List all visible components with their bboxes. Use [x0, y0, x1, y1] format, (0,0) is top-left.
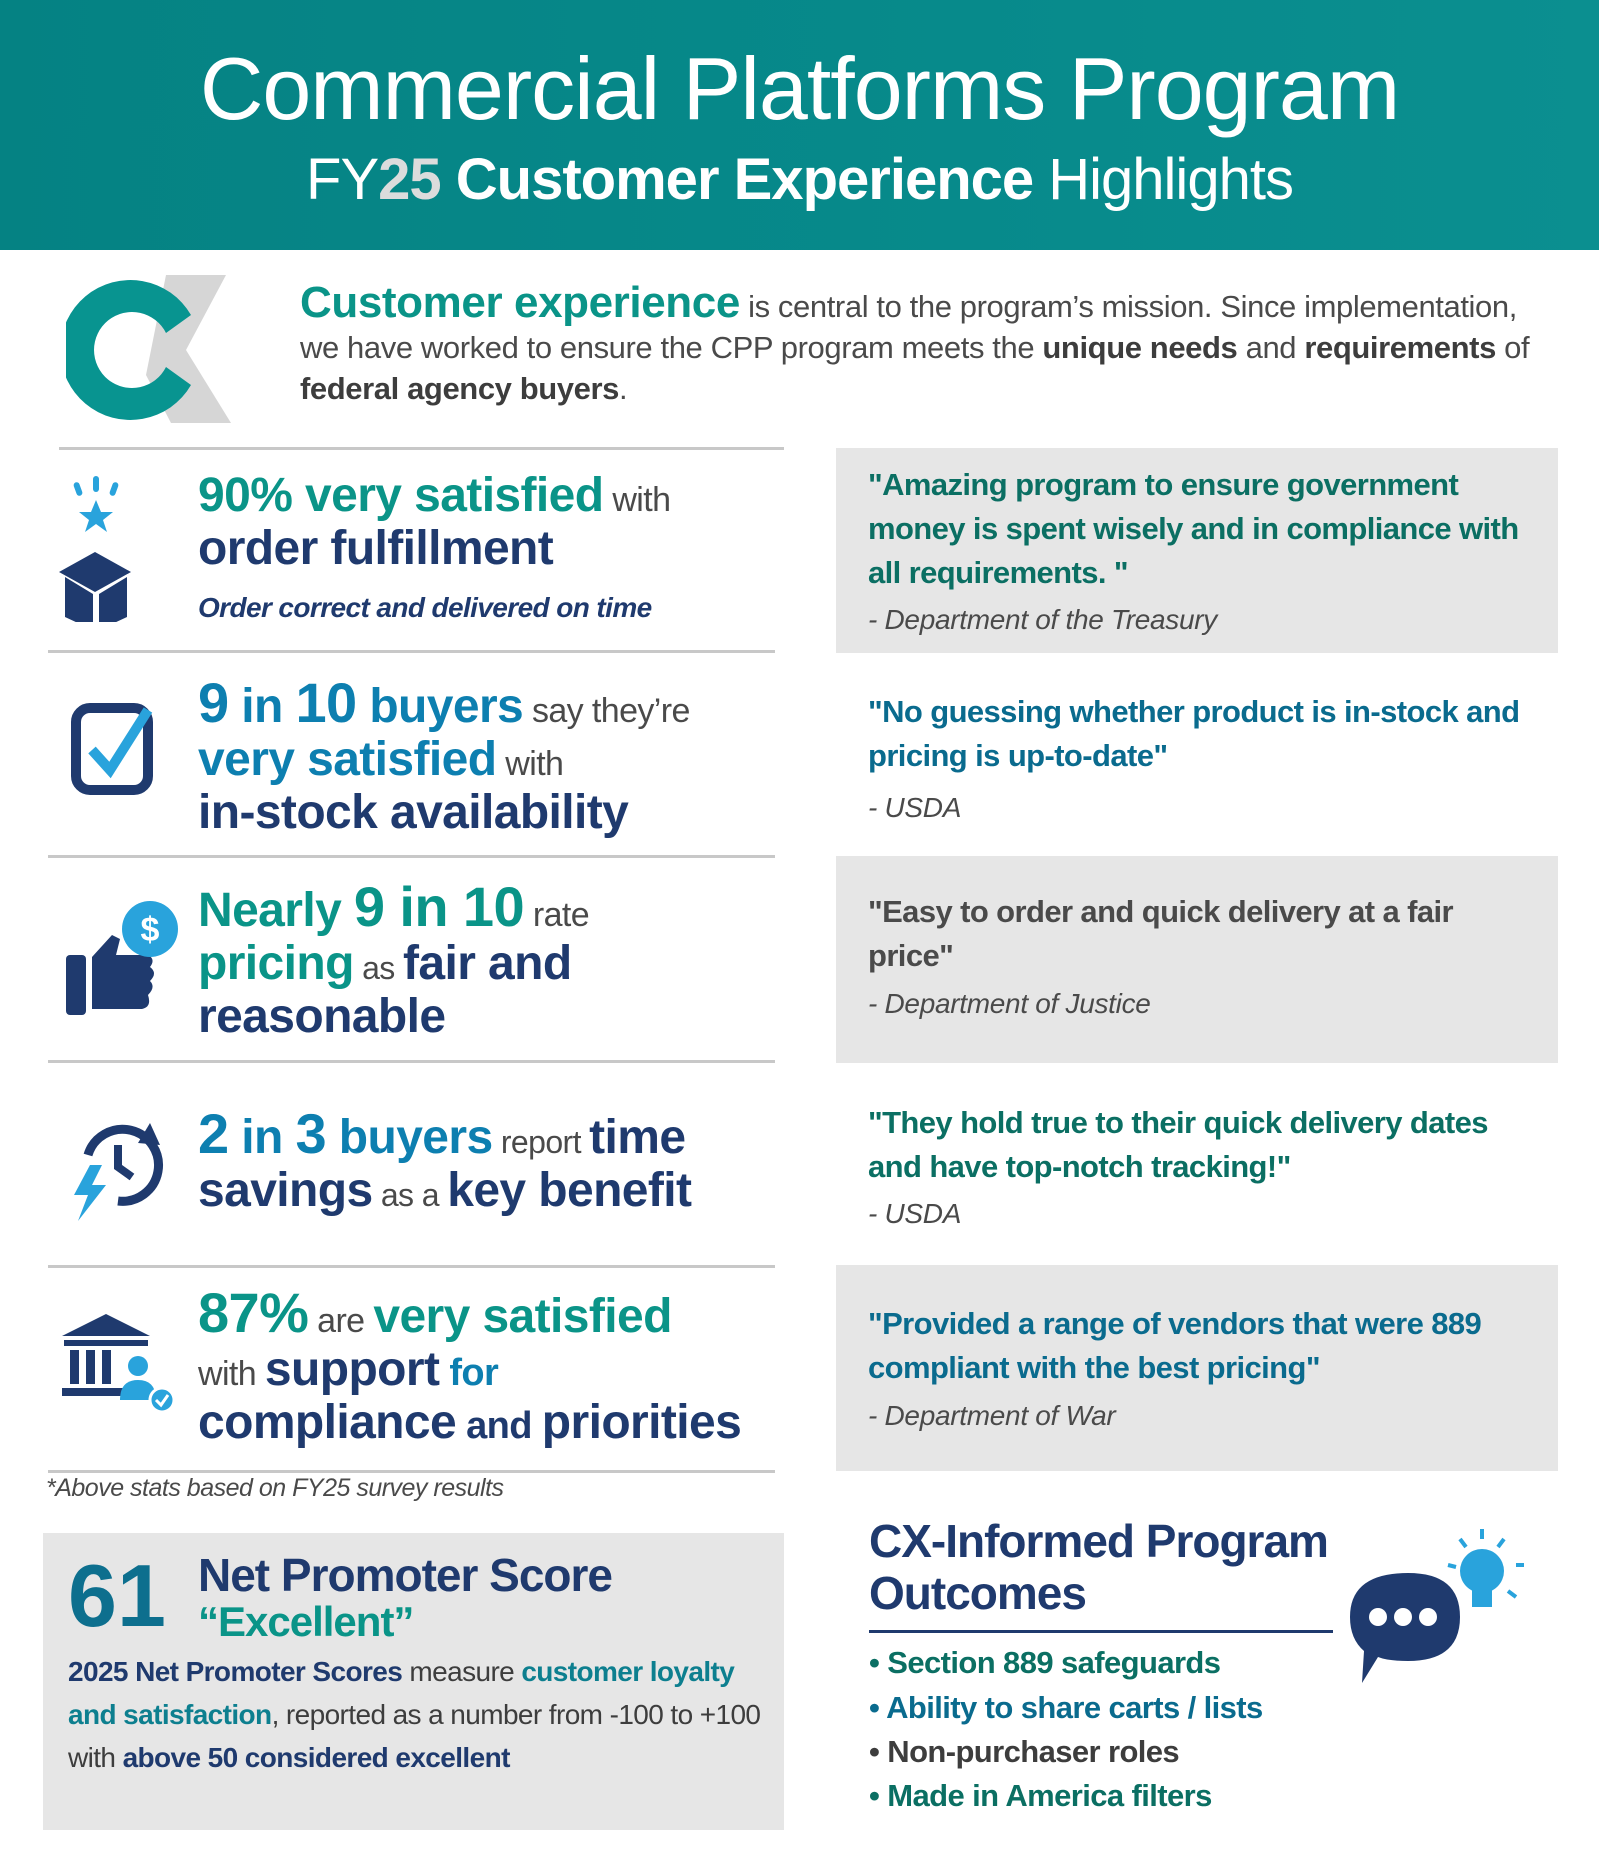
- chat-bubble-lightbulb-icon: [1350, 1529, 1524, 1683]
- outcome-item: • Non-purchaser roles: [869, 1734, 1180, 1769]
- nps-panel: [43, 1533, 784, 1830]
- nps-score: 61: [68, 1546, 166, 1645]
- checkbox-check-icon: [71, 703, 153, 795]
- stat-compliance: 87% are very satisfied with support for co…: [198, 1281, 742, 1449]
- outcomes-title: CX-Informed Program Outcomes: [869, 1515, 1329, 1619]
- outcome-item: • Made in America filters: [869, 1778, 1212, 1813]
- clock-lightning-icon: [74, 1123, 163, 1221]
- quote-source: - Department of War: [868, 1400, 1116, 1431]
- quote-source: - Department of Justice: [868, 988, 1151, 1019]
- quote-text: "They hold true to their quick delivery …: [868, 1105, 1489, 1184]
- svg-text:$: $: [141, 911, 160, 949]
- outcome-item: • Section 889 safeguards: [869, 1645, 1221, 1680]
- cx-logo: [66, 275, 231, 423]
- page-subtitle: FY25 Customer Experience Highlights: [306, 147, 1294, 212]
- stat-in-stock: 9 in 10 buyers say they’re very satisfied…: [198, 671, 690, 839]
- header-banner: [0, 0, 1599, 250]
- divider: [48, 650, 775, 653]
- outcome-item: • Ability to share carts / lists: [869, 1690, 1263, 1725]
- quote-text: "Amazing program to ensure government mo…: [868, 467, 1519, 590]
- quote-source: - Department of the Treasury: [868, 604, 1217, 635]
- open-box-star-icon: [59, 476, 131, 622]
- quote-source: - USDA: [868, 1198, 962, 1229]
- government-building-person-icon: [62, 1314, 176, 1414]
- nps-rating: “Excellent”: [198, 1598, 414, 1645]
- page-title: Commercial Platforms Program: [199, 39, 1400, 138]
- nps-description: 2025 Net Promoter Scores measure custome…: [68, 1656, 761, 1773]
- stat-pricing: Nearly 9 in 10 rate pricing as fair and re…: [198, 875, 590, 1043]
- divider: [48, 855, 775, 858]
- divider: [59, 447, 784, 450]
- divider: [48, 1265, 775, 1268]
- quote-box: [836, 448, 1558, 653]
- stat-time-savings: 2 in 3 buyers report time savings as a ke…: [198, 1102, 692, 1217]
- divider: [48, 1470, 775, 1473]
- intro-text: Customer experience is central to the pr…: [300, 278, 1530, 407]
- nps-title: Net Promoter Score: [198, 1549, 613, 1601]
- footnote: *Above stats based on FY25 survey result…: [46, 1474, 504, 1502]
- divider: [48, 1060, 775, 1063]
- quote-text: "Provided a range of vendors that were 8…: [868, 1306, 1482, 1385]
- stat-order-fulfillment: 90% very satisfied with order fulfillment…: [198, 469, 671, 623]
- quote-source: - USDA: [868, 792, 962, 823]
- quote-box: [836, 856, 1558, 1063]
- outcomes-divider: [869, 1630, 1333, 1633]
- quote-text: "Easy to order and quick delivery at a f…: [868, 894, 1454, 973]
- thumbs-up-dollar-icon: $: [66, 901, 178, 1015]
- quote-text: "No guessing whether product is in-stock…: [868, 694, 1520, 773]
- quote-box: [836, 1265, 1558, 1471]
